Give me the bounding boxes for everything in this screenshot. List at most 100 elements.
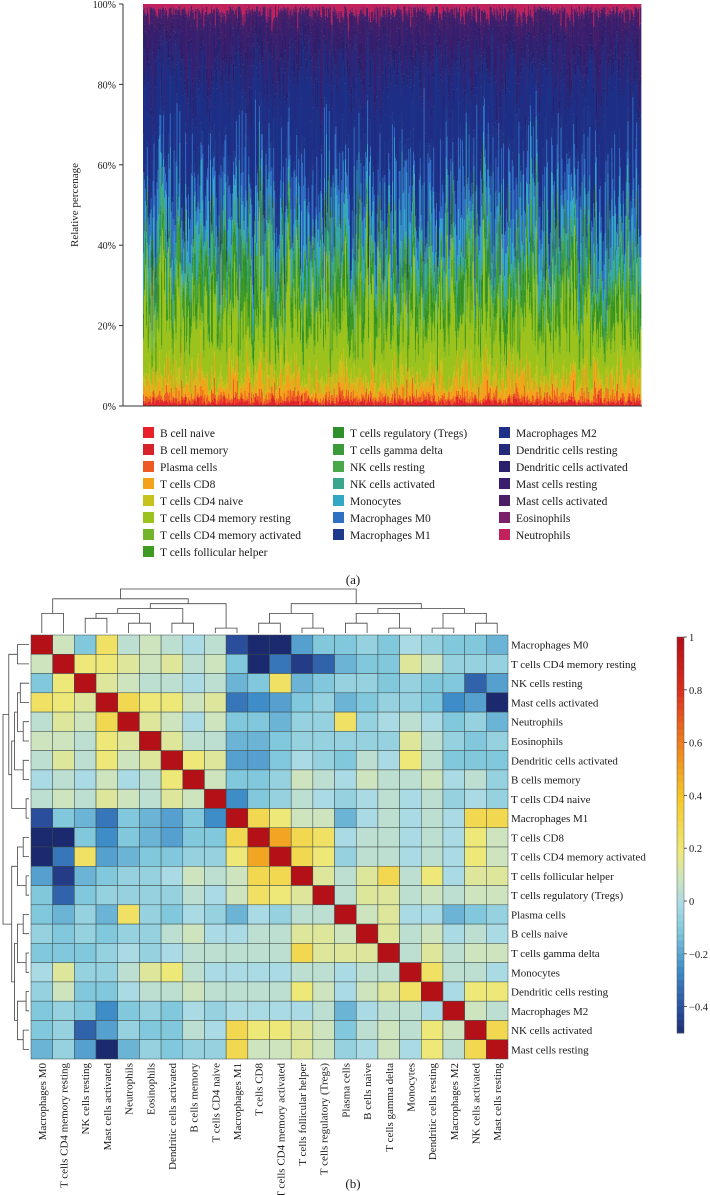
bar-segment <box>224 210 226 226</box>
bar-segment <box>170 370 173 375</box>
bar-segment <box>164 9 166 15</box>
bar-segment <box>198 396 200 399</box>
bar-segment <box>166 58 169 240</box>
bar-segment <box>171 14 174 19</box>
bar-segment <box>167 76 170 134</box>
bar-segment <box>219 385 221 399</box>
bar-segment <box>189 109 192 124</box>
bar-segment <box>201 42 203 52</box>
bar-segment <box>222 61 224 70</box>
bar-segment <box>196 70 198 75</box>
bar-segment <box>189 123 192 198</box>
bar-segment <box>219 331 221 343</box>
bar-segment <box>195 224 197 277</box>
bar-segment <box>182 270 184 284</box>
bar-segment <box>164 368 166 395</box>
bar-segment <box>155 342 157 349</box>
bar-segment <box>164 243 166 250</box>
bar-segment <box>182 59 184 96</box>
bar-segment <box>147 347 150 353</box>
bar-segment <box>211 5 213 9</box>
bar-segment <box>177 62 179 204</box>
bar-segment <box>170 374 173 388</box>
bar-segment <box>212 79 215 89</box>
bar-segment <box>196 397 198 404</box>
bar-segment <box>203 328 205 341</box>
bar-segment <box>178 196 180 217</box>
bar-segment <box>157 17 159 30</box>
bar-segment <box>156 328 158 371</box>
bar-segment <box>146 249 149 386</box>
bar-segment <box>193 30 196 46</box>
bar-segment <box>195 314 197 329</box>
bar-segment <box>183 9 185 15</box>
bar-segment <box>177 18 179 55</box>
bar-segment <box>170 7 173 13</box>
bar-segment <box>209 394 211 401</box>
bar-segment <box>200 306 202 309</box>
bar-segment <box>181 266 183 274</box>
bar-segment <box>209 248 211 267</box>
bar-segment <box>207 4 209 15</box>
bar-segment <box>221 314 223 330</box>
bar-segment <box>159 45 161 54</box>
bar-segment <box>190 4 193 6</box>
bar-segment <box>144 164 147 189</box>
bar-segment <box>188 19 191 41</box>
bar-segment <box>166 38 169 59</box>
bar-segment <box>190 43 193 60</box>
bar-segment <box>175 64 177 95</box>
bar-segment <box>195 8 197 9</box>
bar-segment <box>186 209 188 284</box>
bar-segment <box>165 49 168 157</box>
bar-segment <box>184 292 186 302</box>
bar-segment <box>195 56 197 208</box>
bar-segment <box>181 258 183 267</box>
bar-segment <box>177 9 179 11</box>
bar-segment <box>191 83 194 99</box>
bar-segment <box>176 44 178 94</box>
bar-segment <box>168 392 171 401</box>
bar-segment <box>221 388 223 398</box>
bar-segment <box>196 403 198 406</box>
sample-bar <box>149 4 152 406</box>
bar-segment <box>192 256 195 280</box>
sample-bar <box>170 4 173 406</box>
bar-segment <box>143 400 146 404</box>
bar-segment <box>219 20 221 39</box>
bar-segment <box>161 145 163 154</box>
bar-segment <box>174 4 176 9</box>
bar-segment <box>216 339 219 347</box>
bar-segment <box>211 12 214 14</box>
bar-segment <box>196 81 198 185</box>
bar-segment <box>168 292 171 320</box>
bar-segment <box>187 283 189 318</box>
bar-segment <box>208 144 210 202</box>
bar-segment <box>156 370 158 390</box>
bar-segment <box>209 133 211 217</box>
bar-segment <box>198 4 200 10</box>
bar-segment <box>152 276 154 373</box>
bar-segment <box>157 149 159 171</box>
bar-segment <box>217 349 220 378</box>
bar-segment <box>178 4 180 6</box>
bar-segment <box>177 404 179 406</box>
bar-segment <box>154 4 156 9</box>
bar-segment <box>163 111 165 116</box>
bar-segment <box>221 231 223 245</box>
bar-segment <box>210 394 212 403</box>
bar-segment <box>183 8 185 10</box>
bar-segment <box>214 256 217 261</box>
bar-segment <box>209 107 211 122</box>
bar-segment <box>197 285 199 303</box>
bar-segment <box>188 4 190 9</box>
bar-segment <box>156 399 158 403</box>
bar-segment <box>174 392 176 398</box>
bar-segment <box>199 291 201 321</box>
bar-segment <box>199 325 201 383</box>
bar-segment <box>163 168 165 190</box>
bar-segment <box>194 4 197 9</box>
bar-segment <box>221 308 223 313</box>
bar-segment <box>187 240 189 252</box>
bar-segment <box>181 19 183 32</box>
